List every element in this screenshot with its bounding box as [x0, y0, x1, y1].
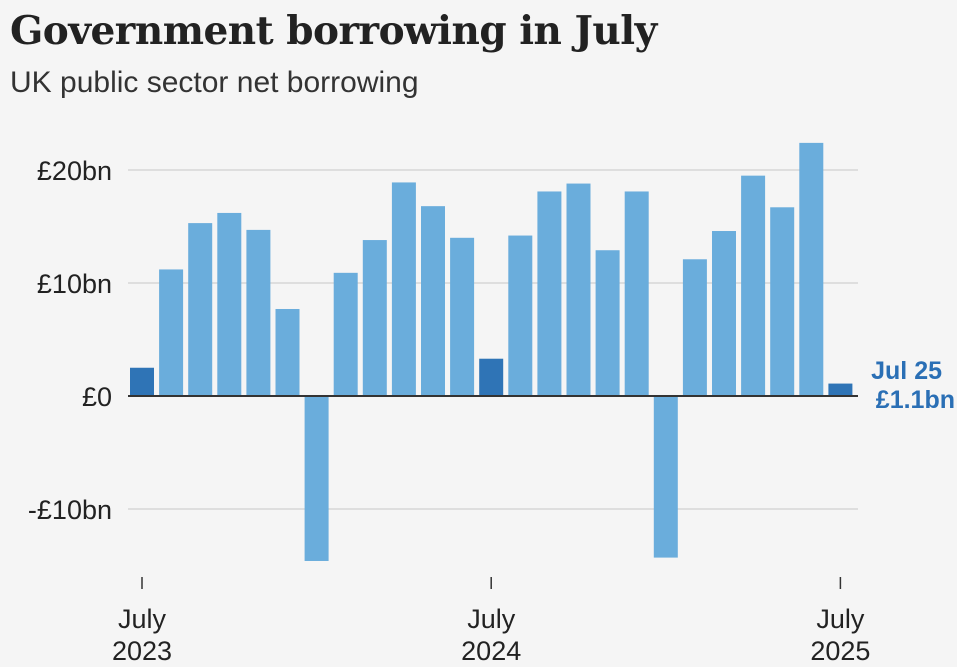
bar: [188, 223, 213, 396]
x-tick-label-year: 2025: [810, 636, 870, 666]
annotation-value: £1.1bn: [876, 386, 955, 414]
bar: [828, 383, 853, 396]
bar: [391, 182, 416, 396]
x-tick-label: July: [816, 604, 865, 634]
bar: [362, 240, 387, 396]
bar: [421, 206, 445, 396]
bar: [653, 396, 678, 558]
bar: [159, 269, 184, 396]
bar: [246, 229, 271, 396]
y-tick-label: £10bn: [37, 269, 112, 299]
bar: [624, 191, 649, 396]
bar: [741, 175, 766, 396]
bar: [275, 308, 300, 396]
y-tick-label: -£10bn: [28, 495, 112, 525]
bar: [682, 259, 707, 396]
bar: [450, 237, 475, 396]
bar: [566, 183, 591, 396]
bar: [537, 191, 562, 396]
x-tick-label-year: 2023: [112, 636, 172, 666]
bar: [333, 272, 358, 396]
bar: [217, 212, 242, 396]
bar: [130, 367, 154, 396]
y-tick-label: £0: [82, 382, 112, 412]
bar: [770, 207, 795, 396]
bar: [799, 142, 824, 396]
bar: [304, 396, 329, 561]
bar: [712, 231, 736, 396]
chart-subtitle: UK public sector net borrowing: [10, 66, 419, 99]
bar: [508, 235, 533, 396]
x-tick-label: July: [118, 604, 167, 634]
y-tick-label: £20bn: [37, 156, 112, 186]
chart-title: Government borrowing in July: [10, 8, 657, 54]
x-tick-label-year: 2024: [461, 636, 521, 666]
x-tick-label: July: [467, 604, 516, 634]
annotation-date: Jul 25: [871, 357, 942, 385]
bar: [595, 250, 620, 396]
bar: [479, 358, 504, 396]
